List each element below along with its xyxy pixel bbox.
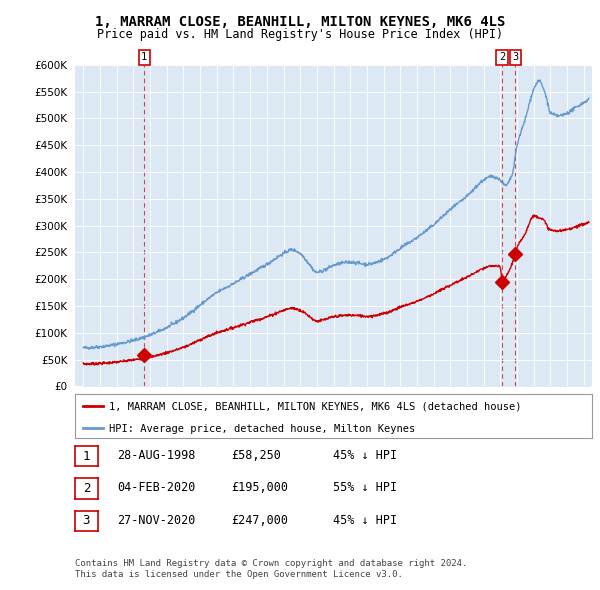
Text: 04-FEB-2020: 04-FEB-2020 — [117, 481, 196, 494]
Text: 3: 3 — [83, 514, 90, 527]
Text: HPI: Average price, detached house, Milton Keynes: HPI: Average price, detached house, Milt… — [109, 424, 415, 434]
Text: 2: 2 — [83, 482, 90, 495]
Text: Price paid vs. HM Land Registry's House Price Index (HPI): Price paid vs. HM Land Registry's House … — [97, 28, 503, 41]
Text: 45% ↓ HPI: 45% ↓ HPI — [333, 514, 397, 527]
Text: 28-AUG-1998: 28-AUG-1998 — [117, 449, 196, 462]
Text: 55% ↓ HPI: 55% ↓ HPI — [333, 481, 397, 494]
Text: This data is licensed under the Open Government Licence v3.0.: This data is licensed under the Open Gov… — [75, 571, 403, 579]
Text: 1, MARRAM CLOSE, BEANHILL, MILTON KEYNES, MK6 4LS: 1, MARRAM CLOSE, BEANHILL, MILTON KEYNES… — [95, 15, 505, 29]
Text: 45% ↓ HPI: 45% ↓ HPI — [333, 449, 397, 462]
Text: 27-NOV-2020: 27-NOV-2020 — [117, 514, 196, 527]
Text: 2: 2 — [499, 52, 505, 62]
Text: 1: 1 — [83, 450, 90, 463]
Text: Contains HM Land Registry data © Crown copyright and database right 2024.: Contains HM Land Registry data © Crown c… — [75, 559, 467, 568]
Text: £247,000: £247,000 — [231, 514, 288, 527]
Text: £195,000: £195,000 — [231, 481, 288, 494]
Text: 1: 1 — [141, 52, 148, 62]
Text: £58,250: £58,250 — [231, 449, 281, 462]
Text: 1, MARRAM CLOSE, BEANHILL, MILTON KEYNES, MK6 4LS (detached house): 1, MARRAM CLOSE, BEANHILL, MILTON KEYNES… — [109, 402, 521, 412]
Text: 3: 3 — [512, 52, 518, 62]
